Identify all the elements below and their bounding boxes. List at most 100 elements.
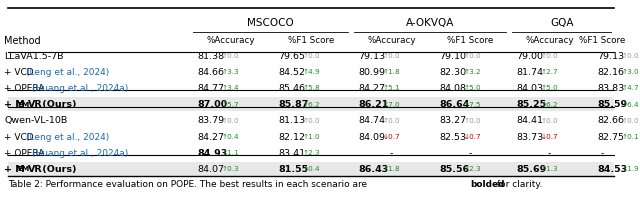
Text: ↑3.2: ↑3.2 bbox=[463, 69, 481, 75]
Text: ↓0.7: ↓0.7 bbox=[541, 134, 558, 140]
Text: 84.27: 84.27 bbox=[198, 133, 225, 142]
FancyBboxPatch shape bbox=[8, 162, 614, 176]
Text: (Ours): (Ours) bbox=[38, 100, 76, 109]
Text: 81.55: 81.55 bbox=[278, 165, 308, 174]
Text: ↑0.4: ↑0.4 bbox=[222, 134, 239, 140]
Text: 82.53: 82.53 bbox=[439, 133, 466, 142]
Text: ↑6.2: ↑6.2 bbox=[302, 102, 320, 108]
Text: %Accuracy: %Accuracy bbox=[206, 36, 255, 45]
Text: ↓0.7: ↓0.7 bbox=[463, 134, 481, 140]
Text: %F1 Score: %F1 Score bbox=[288, 36, 334, 45]
Text: -: - bbox=[390, 149, 393, 158]
Text: VR: VR bbox=[28, 100, 43, 109]
Text: ↑6.2: ↑6.2 bbox=[541, 102, 558, 108]
Text: ↑1.9: ↑1.9 bbox=[621, 167, 639, 172]
Text: ↑0.0: ↑0.0 bbox=[621, 53, 639, 59]
Text: 81.13: 81.13 bbox=[278, 116, 305, 125]
Text: EM: EM bbox=[17, 102, 29, 108]
Text: 85.59: 85.59 bbox=[597, 100, 627, 109]
Text: 84.07: 84.07 bbox=[198, 165, 225, 174]
Text: ↑5.8: ↑5.8 bbox=[302, 86, 320, 91]
Text: + OPERA: + OPERA bbox=[4, 84, 48, 93]
Text: 79.13: 79.13 bbox=[358, 51, 386, 61]
Text: 79.10: 79.10 bbox=[439, 51, 466, 61]
Text: EM: EM bbox=[17, 167, 29, 172]
Text: 84.93: 84.93 bbox=[198, 149, 228, 158]
Text: 85.87: 85.87 bbox=[278, 100, 308, 109]
Text: ↑0.0: ↑0.0 bbox=[302, 118, 320, 124]
Text: ↑7.0: ↑7.0 bbox=[383, 102, 401, 108]
Text: Method: Method bbox=[4, 36, 41, 46]
Text: + M: + M bbox=[4, 100, 25, 109]
Text: ↑0.0: ↑0.0 bbox=[383, 118, 401, 124]
Text: 80.99: 80.99 bbox=[358, 68, 386, 77]
Text: for clarity.: for clarity. bbox=[494, 180, 543, 189]
Text: 86.64: 86.64 bbox=[439, 100, 470, 109]
Text: 84.41: 84.41 bbox=[516, 116, 543, 125]
Text: ↑1.1: ↑1.1 bbox=[222, 150, 239, 156]
Text: 83.73: 83.73 bbox=[516, 133, 544, 142]
Text: ↑0.0: ↑0.0 bbox=[463, 118, 481, 124]
Text: 81.74: 81.74 bbox=[516, 68, 543, 77]
Text: ↑4.7: ↑4.7 bbox=[621, 86, 639, 91]
Text: 82.16: 82.16 bbox=[597, 68, 624, 77]
Text: 85.69: 85.69 bbox=[516, 165, 547, 174]
Text: (Ours): (Ours) bbox=[38, 165, 76, 174]
Text: 84.74: 84.74 bbox=[358, 116, 386, 125]
Text: (Leng et al., 2024): (Leng et al., 2024) bbox=[26, 133, 109, 142]
Text: ↑0.4: ↑0.4 bbox=[302, 167, 320, 172]
Text: bolded: bolded bbox=[470, 180, 505, 189]
Text: + M: + M bbox=[4, 165, 25, 174]
Text: 86.21: 86.21 bbox=[358, 100, 389, 109]
Text: 84.27: 84.27 bbox=[358, 84, 386, 93]
Text: %Accuracy: %Accuracy bbox=[367, 36, 415, 45]
Text: 84.09: 84.09 bbox=[358, 133, 386, 142]
Text: 82.12: 82.12 bbox=[278, 133, 305, 142]
Text: 85.46: 85.46 bbox=[278, 84, 305, 93]
Text: -: - bbox=[600, 149, 604, 158]
Text: %F1 Score: %F1 Score bbox=[447, 36, 493, 45]
Text: ↑7.5: ↑7.5 bbox=[463, 102, 481, 108]
Text: 84.77: 84.77 bbox=[198, 84, 225, 93]
Text: ↑0.0: ↑0.0 bbox=[541, 118, 558, 124]
Text: -: - bbox=[548, 149, 551, 158]
Text: LLaVA1.5-7B: LLaVA1.5-7B bbox=[4, 51, 64, 61]
Text: 85.56: 85.56 bbox=[439, 165, 469, 174]
Text: ↑0.0: ↑0.0 bbox=[541, 53, 558, 59]
Text: -: - bbox=[468, 149, 472, 158]
Text: ↑5.1: ↑5.1 bbox=[383, 86, 401, 91]
Text: MSCOCO: MSCOCO bbox=[247, 18, 294, 28]
Text: 83.79: 83.79 bbox=[198, 116, 225, 125]
Text: %F1 Score: %F1 Score bbox=[579, 36, 625, 45]
Text: ↑1.0: ↑1.0 bbox=[302, 134, 320, 140]
Text: ↑2.7: ↑2.7 bbox=[541, 69, 558, 75]
Text: ↑6.4: ↑6.4 bbox=[621, 102, 639, 108]
Text: 81.38: 81.38 bbox=[198, 51, 225, 61]
Text: 79.00: 79.00 bbox=[516, 51, 543, 61]
Text: ↑1.8: ↑1.8 bbox=[383, 167, 401, 172]
Text: 82.30: 82.30 bbox=[439, 68, 466, 77]
Text: GQA: GQA bbox=[550, 18, 573, 28]
Text: 86.43: 86.43 bbox=[358, 165, 389, 174]
Text: Table 2: Performance evaluation on POPE. The best results in each scenario are: Table 2: Performance evaluation on POPE.… bbox=[8, 180, 369, 189]
Text: ↑0.0: ↑0.0 bbox=[222, 118, 239, 124]
Text: A-OKVQA: A-OKVQA bbox=[406, 18, 454, 28]
Text: (Leng et al., 2024): (Leng et al., 2024) bbox=[26, 68, 109, 77]
Text: (Huang et al., 2024a): (Huang et al., 2024a) bbox=[32, 84, 128, 93]
Text: + VCD: + VCD bbox=[4, 133, 37, 142]
Text: ↑2.3: ↑2.3 bbox=[463, 167, 481, 172]
Text: 82.66: 82.66 bbox=[597, 116, 624, 125]
Text: (Huang et al., 2024a): (Huang et al., 2024a) bbox=[32, 149, 128, 158]
Text: 82.75: 82.75 bbox=[597, 133, 624, 142]
Text: ↑0.0: ↑0.0 bbox=[463, 53, 481, 59]
Text: 83.27: 83.27 bbox=[439, 116, 466, 125]
Text: 84.03: 84.03 bbox=[516, 84, 543, 93]
Text: 79.13: 79.13 bbox=[597, 51, 624, 61]
Text: 84.08: 84.08 bbox=[439, 84, 466, 93]
Text: 87.00: 87.00 bbox=[198, 100, 228, 109]
Text: %Accuracy: %Accuracy bbox=[525, 36, 573, 45]
Text: ↑1.3: ↑1.3 bbox=[541, 167, 558, 172]
Text: ↑0.0: ↑0.0 bbox=[621, 118, 639, 124]
Text: ↑1.8: ↑1.8 bbox=[383, 69, 401, 75]
Text: 83.41: 83.41 bbox=[278, 149, 305, 158]
